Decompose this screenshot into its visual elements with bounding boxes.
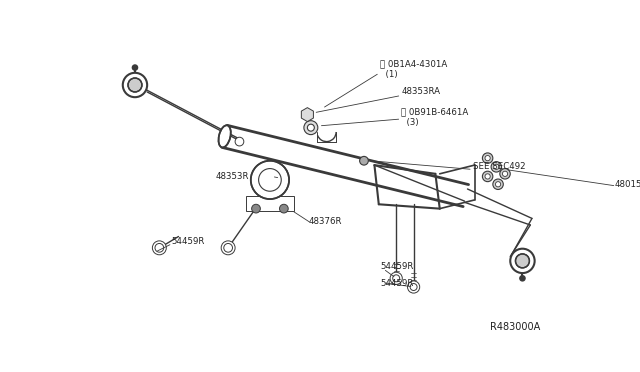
Circle shape <box>132 65 138 70</box>
Circle shape <box>491 161 502 172</box>
Text: 48353R: 48353R <box>216 172 250 181</box>
Text: R483000A: R483000A <box>490 322 540 332</box>
Bar <box>246 196 294 211</box>
Circle shape <box>493 179 503 189</box>
Circle shape <box>510 249 534 273</box>
Text: 54459R: 54459R <box>381 279 414 288</box>
Circle shape <box>483 153 493 163</box>
Circle shape <box>485 174 490 179</box>
Text: 48353RA: 48353RA <box>401 87 440 96</box>
Circle shape <box>152 241 166 255</box>
Text: 48015C: 48015C <box>615 180 640 189</box>
Text: 48376R: 48376R <box>308 217 342 226</box>
Text: Ⓝ 0B91B-6461A
  (3): Ⓝ 0B91B-6461A (3) <box>401 108 468 127</box>
Circle shape <box>235 137 244 146</box>
Circle shape <box>502 171 508 176</box>
Text: Ⓑ 0B1A4-4301A
  (1): Ⓑ 0B1A4-4301A (1) <box>380 60 447 79</box>
Text: SEE SEC492: SEE SEC492 <box>473 162 525 171</box>
Circle shape <box>360 156 369 165</box>
Circle shape <box>495 182 500 187</box>
Circle shape <box>483 171 493 182</box>
Polygon shape <box>301 108 314 122</box>
Circle shape <box>304 121 318 135</box>
Text: 54459R: 54459R <box>381 262 414 270</box>
Circle shape <box>520 276 525 281</box>
Circle shape <box>515 254 529 268</box>
Circle shape <box>390 272 403 285</box>
Circle shape <box>485 155 490 161</box>
Circle shape <box>128 78 142 92</box>
Circle shape <box>280 204 288 213</box>
Circle shape <box>500 169 510 179</box>
Circle shape <box>408 281 420 293</box>
Circle shape <box>493 164 499 170</box>
Circle shape <box>251 161 289 199</box>
Circle shape <box>307 124 314 131</box>
Circle shape <box>252 204 260 213</box>
Text: 54459R: 54459R <box>172 237 205 246</box>
Circle shape <box>221 241 235 255</box>
Circle shape <box>123 73 147 97</box>
Ellipse shape <box>218 125 231 147</box>
